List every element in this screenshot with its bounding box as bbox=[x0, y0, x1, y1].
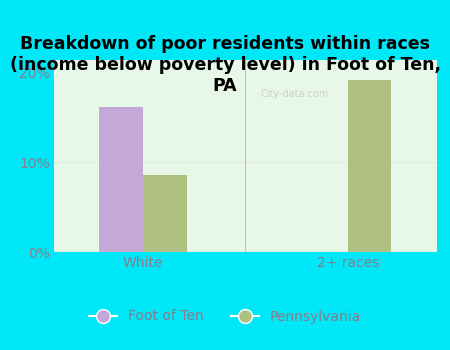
Legend: Foot of Ten, Pennsylvania: Foot of Ten, Pennsylvania bbox=[83, 304, 367, 329]
Text: City-data.com: City-data.com bbox=[261, 89, 329, 99]
Bar bbox=[143, 175, 186, 252]
Text: Breakdown of poor residents within races
(income below poverty level) in Foot of: Breakdown of poor residents within races… bbox=[9, 35, 441, 94]
Bar bbox=[99, 107, 143, 252]
Bar bbox=[348, 80, 392, 252]
